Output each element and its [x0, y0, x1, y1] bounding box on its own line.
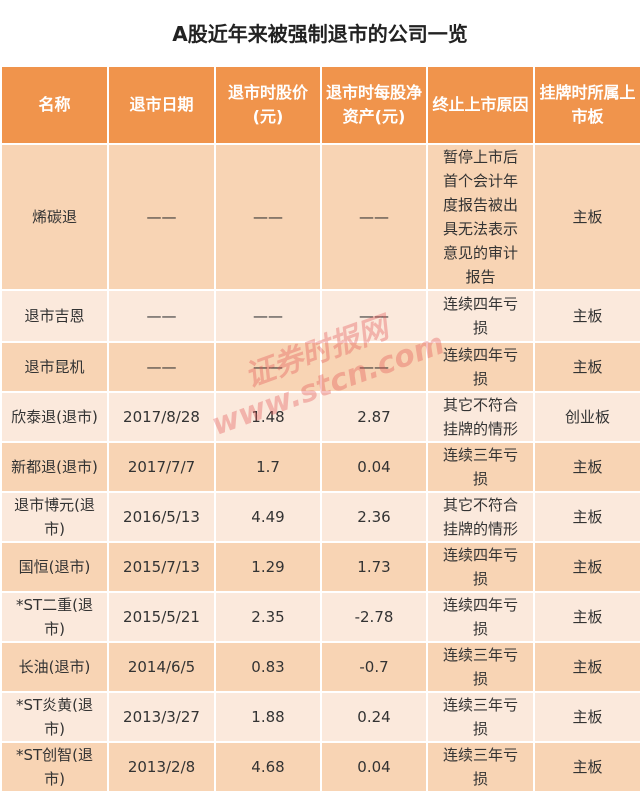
table-row: 国恒(退市) 2015/7/13 1.29 1.73 连续四年亏损 主板 — [0, 541, 640, 593]
cell-price: —— — [214, 143, 322, 291]
cell-name: 长油(退市) — [0, 641, 109, 693]
cell-price: 4.68 — [214, 741, 322, 793]
cell-name: 退市博元(退市) — [0, 491, 109, 543]
column-header: 名称 — [0, 65, 109, 145]
cell-nav: 2.36 — [320, 491, 428, 543]
cell-reason: 连续四年亏损 — [426, 341, 535, 393]
cell-reason: 其它不符合挂牌的情形 — [426, 391, 535, 443]
cell-name: 国恒(退市) — [0, 541, 109, 593]
table-row: 退市昆机 —— —— —— 连续四年亏损 主板 — [0, 341, 640, 393]
column-header: 挂牌时所属上市板 — [533, 65, 640, 145]
cell-reason: 连续三年亏损 — [426, 741, 535, 793]
cell-name: *ST创智(退市) — [0, 741, 109, 793]
table-row: 欣泰退(退市) 2017/8/28 1.48 2.87 其它不符合挂牌的情形 创业板 — [0, 391, 640, 443]
cell-date: 2017/8/28 — [107, 391, 216, 443]
table-row: *ST炎黄(退市) 2013/3/27 1.88 0.24 连续三年亏损 主板 — [0, 691, 640, 743]
column-header: 终止上市原因 — [426, 65, 535, 145]
cell-board: 主板 — [533, 289, 640, 343]
cell-board: 主板 — [533, 143, 640, 291]
cell-price: 1.7 — [214, 441, 322, 493]
cell-price: 1.88 — [214, 691, 322, 743]
cell-reason: 连续四年亏损 — [426, 289, 535, 343]
cell-reason: 暂停上市后首个会计年度报告被出具无法表示意见的审计报告 — [426, 143, 535, 291]
cell-nav: —— — [320, 143, 428, 291]
table-row: 退市博元(退市) 2016/5/13 4.49 2.36 其它不符合挂牌的情形 主板 — [0, 491, 640, 543]
cell-date: 2013/2/8 — [107, 741, 216, 793]
cell-reason: 连续三年亏损 — [426, 641, 535, 693]
cell-board: 主板 — [533, 741, 640, 793]
header-row: 名称 退市日期 退市时股价(元) 退市时每股净资产(元) 终止上市原因 挂牌时所属上市板 — [0, 65, 640, 145]
cell-price: 1.48 — [214, 391, 322, 443]
cell-board: 主板 — [533, 691, 640, 743]
cell-name: 烯碳退 — [0, 143, 109, 291]
table-row: *ST二重(退市) 2015/5/21 2.35 -2.78 连续四年亏损 主板 — [0, 591, 640, 643]
cell-nav: 0.04 — [320, 741, 428, 793]
cell-nav: 1.73 — [320, 541, 428, 593]
cell-reason: 其它不符合挂牌的情形 — [426, 491, 535, 543]
table-row: 退市吉恩 —— —— —— 连续四年亏损 主板 — [0, 289, 640, 343]
cell-nav: —— — [320, 289, 428, 343]
cell-nav: 2.87 — [320, 391, 428, 443]
cell-price: 0.83 — [214, 641, 322, 693]
cell-nav: -2.78 — [320, 591, 428, 643]
cell-date: 2015/7/13 — [107, 541, 216, 593]
cell-board: 主板 — [533, 591, 640, 643]
cell-price: 4.49 — [214, 491, 322, 543]
cell-price: 1.29 — [214, 541, 322, 593]
cell-date: 2016/5/13 — [107, 491, 216, 543]
cell-name: *ST炎黄(退市) — [0, 691, 109, 743]
cell-name: 退市吉恩 — [0, 289, 109, 343]
cell-date: 2015/5/21 — [107, 591, 216, 643]
page-title: A股近年来被强制退市的公司一览 — [172, 22, 468, 46]
cell-date: 2014/6/5 — [107, 641, 216, 693]
cell-board: 主板 — [533, 491, 640, 543]
cell-date: 2013/3/27 — [107, 691, 216, 743]
cell-reason: 连续三年亏损 — [426, 441, 535, 493]
cell-board: 创业板 — [533, 391, 640, 443]
column-header: 退市日期 — [107, 65, 216, 145]
cell-price: 2.35 — [214, 591, 322, 643]
delisted-companies-table: 名称 退市日期 退市时股价(元) 退市时每股净资产(元) 终止上市原因 挂牌时所属上市板 … — [0, 65, 640, 793]
cell-nav: -0.7 — [320, 641, 428, 693]
cell-board: 主板 — [533, 341, 640, 393]
column-header: 退市时每股净资产(元) — [320, 65, 428, 145]
column-header: 退市时股价(元) — [214, 65, 322, 145]
cell-board: 主板 — [533, 441, 640, 493]
cell-date: —— — [107, 341, 216, 393]
cell-date: —— — [107, 289, 216, 343]
cell-reason: 连续四年亏损 — [426, 591, 535, 643]
table-row: 长油(退市) 2014/6/5 0.83 -0.7 连续三年亏损 主板 — [0, 641, 640, 693]
cell-date: —— — [107, 143, 216, 291]
table-row: *ST创智(退市) 2013/2/8 4.68 0.04 连续三年亏损 主板 — [0, 741, 640, 793]
cell-name: *ST二重(退市) — [0, 591, 109, 643]
cell-nav: —— — [320, 341, 428, 393]
cell-name: 欣泰退(退市) — [0, 391, 109, 443]
cell-price: —— — [214, 341, 322, 393]
cell-board: 主板 — [533, 641, 640, 693]
cell-reason: 连续三年亏损 — [426, 691, 535, 743]
cell-reason: 连续四年亏损 — [426, 541, 535, 593]
cell-name: 新都退(退市) — [0, 441, 109, 493]
cell-board: 主板 — [533, 541, 640, 593]
cell-date: 2017/7/7 — [107, 441, 216, 493]
cell-name: 退市昆机 — [0, 341, 109, 393]
cell-nav: 0.24 — [320, 691, 428, 743]
cell-nav: 0.04 — [320, 441, 428, 493]
cell-price: —— — [214, 289, 322, 343]
table-row: 烯碳退 —— —— —— 暂停上市后首个会计年度报告被出具无法表示意见的审计报告 主板 — [0, 143, 640, 291]
table-row: 新都退(退市) 2017/7/7 1.7 0.04 连续三年亏损 主板 — [0, 441, 640, 493]
